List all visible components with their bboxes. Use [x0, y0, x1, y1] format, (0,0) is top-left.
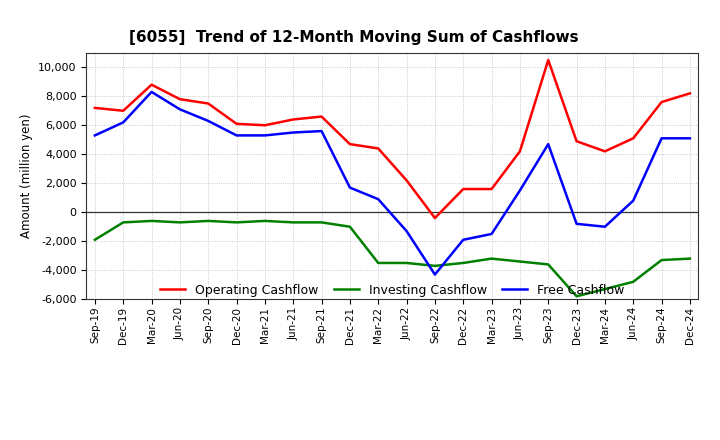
Investing Cashflow	[685, 256, 694, 261]
Operating Cashflow	[516, 149, 524, 154]
Operating Cashflow	[685, 91, 694, 96]
Operating Cashflow	[261, 123, 269, 128]
Free Cashflow	[148, 89, 156, 95]
Investing Cashflow	[204, 218, 212, 224]
Free Cashflow	[318, 128, 326, 134]
Free Cashflow	[487, 231, 496, 237]
Investing Cashflow	[431, 263, 439, 268]
Free Cashflow	[289, 130, 297, 135]
Investing Cashflow	[261, 218, 269, 224]
Free Cashflow	[600, 224, 609, 229]
Free Cashflow	[685, 136, 694, 141]
Free Cashflow	[402, 228, 411, 234]
Free Cashflow	[204, 118, 212, 124]
Investing Cashflow	[119, 220, 127, 225]
Investing Cashflow	[402, 260, 411, 266]
Free Cashflow	[459, 237, 467, 242]
Investing Cashflow	[600, 286, 609, 292]
Investing Cashflow	[544, 262, 552, 267]
Operating Cashflow	[318, 114, 326, 119]
Investing Cashflow	[233, 220, 241, 225]
Investing Cashflow	[487, 256, 496, 261]
Investing Cashflow	[629, 279, 637, 284]
Investing Cashflow	[289, 220, 297, 225]
Investing Cashflow	[459, 260, 467, 266]
Free Cashflow	[657, 136, 666, 141]
Operating Cashflow	[629, 136, 637, 141]
Line: Free Cashflow: Free Cashflow	[95, 92, 690, 275]
Free Cashflow	[346, 185, 354, 190]
Free Cashflow	[629, 198, 637, 203]
Operating Cashflow	[487, 187, 496, 192]
Operating Cashflow	[431, 216, 439, 221]
Free Cashflow	[374, 197, 382, 202]
Investing Cashflow	[148, 218, 156, 224]
Operating Cashflow	[148, 82, 156, 87]
Investing Cashflow	[516, 259, 524, 264]
Operating Cashflow	[600, 149, 609, 154]
Free Cashflow	[261, 133, 269, 138]
Investing Cashflow	[346, 224, 354, 229]
Investing Cashflow	[91, 237, 99, 242]
Operating Cashflow	[176, 96, 184, 102]
Free Cashflow	[431, 272, 439, 277]
Operating Cashflow	[346, 142, 354, 147]
Operating Cashflow	[233, 121, 241, 126]
Free Cashflow	[119, 120, 127, 125]
Legend: Operating Cashflow, Investing Cashflow, Free Cashflow: Operating Cashflow, Investing Cashflow, …	[156, 279, 629, 302]
Operating Cashflow	[657, 99, 666, 105]
Operating Cashflow	[544, 57, 552, 62]
Investing Cashflow	[374, 260, 382, 266]
Line: Investing Cashflow: Investing Cashflow	[95, 221, 690, 296]
Operating Cashflow	[91, 105, 99, 110]
Operating Cashflow	[204, 101, 212, 106]
Line: Operating Cashflow: Operating Cashflow	[95, 60, 690, 218]
Text: [6055]  Trend of 12-Month Moving Sum of Cashflows: [6055] Trend of 12-Month Moving Sum of C…	[130, 29, 579, 45]
Free Cashflow	[233, 133, 241, 138]
Y-axis label: Amount (million yen): Amount (million yen)	[19, 114, 32, 238]
Operating Cashflow	[402, 178, 411, 183]
Operating Cashflow	[289, 117, 297, 122]
Free Cashflow	[516, 188, 524, 193]
Free Cashflow	[544, 142, 552, 147]
Operating Cashflow	[572, 139, 581, 144]
Investing Cashflow	[657, 257, 666, 263]
Operating Cashflow	[459, 187, 467, 192]
Investing Cashflow	[176, 220, 184, 225]
Operating Cashflow	[119, 108, 127, 114]
Free Cashflow	[176, 106, 184, 112]
Free Cashflow	[572, 221, 581, 227]
Investing Cashflow	[318, 220, 326, 225]
Operating Cashflow	[374, 146, 382, 151]
Investing Cashflow	[572, 293, 581, 299]
Free Cashflow	[91, 133, 99, 138]
